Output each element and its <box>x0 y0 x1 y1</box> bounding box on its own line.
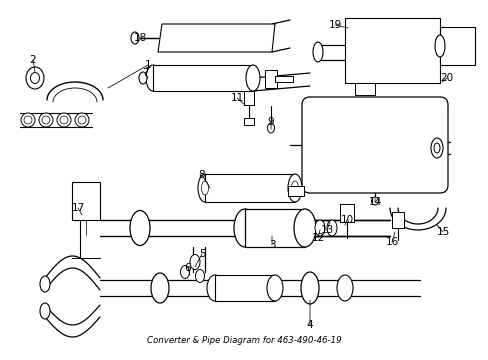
Ellipse shape <box>39 113 53 127</box>
Text: 1: 1 <box>144 60 151 70</box>
Text: Converter & Pipe Diagram for 463-490-46-19: Converter & Pipe Diagram for 463-490-46-… <box>147 336 341 345</box>
Bar <box>354 83 374 95</box>
Ellipse shape <box>139 72 147 84</box>
Ellipse shape <box>245 65 260 91</box>
Bar <box>72 182 100 220</box>
FancyBboxPatch shape <box>302 97 447 193</box>
Bar <box>287 186 304 196</box>
Text: 4: 4 <box>306 320 313 330</box>
Bar <box>204 174 294 202</box>
Ellipse shape <box>78 116 86 124</box>
Ellipse shape <box>326 220 336 236</box>
Ellipse shape <box>24 116 32 124</box>
Bar <box>244 209 305 247</box>
Ellipse shape <box>287 174 302 202</box>
Ellipse shape <box>314 220 325 236</box>
Bar <box>244 91 253 105</box>
Ellipse shape <box>430 138 442 158</box>
Polygon shape <box>158 24 274 52</box>
Ellipse shape <box>267 123 274 133</box>
Bar <box>264 70 276 88</box>
Ellipse shape <box>198 174 212 202</box>
Text: 15: 15 <box>435 227 448 237</box>
Ellipse shape <box>75 113 89 127</box>
Ellipse shape <box>26 67 44 89</box>
Text: 19: 19 <box>328 20 341 30</box>
Ellipse shape <box>266 275 283 301</box>
Text: 3: 3 <box>268 240 275 250</box>
Ellipse shape <box>434 35 444 57</box>
Text: 14: 14 <box>367 197 381 207</box>
Ellipse shape <box>57 113 71 127</box>
Text: 16: 16 <box>385 237 398 247</box>
Text: 6: 6 <box>184 263 191 273</box>
Ellipse shape <box>234 209 256 247</box>
Text: 20: 20 <box>440 73 453 83</box>
Ellipse shape <box>30 72 40 84</box>
Ellipse shape <box>293 209 315 247</box>
Ellipse shape <box>371 197 378 205</box>
Text: 18: 18 <box>133 33 146 43</box>
Ellipse shape <box>312 42 323 62</box>
Ellipse shape <box>180 265 189 279</box>
Ellipse shape <box>201 181 208 195</box>
Bar <box>274 76 292 82</box>
Ellipse shape <box>151 273 169 303</box>
Text: 2: 2 <box>30 55 36 65</box>
Text: 9: 9 <box>267 117 274 127</box>
Bar <box>391 212 403 228</box>
Text: 17: 17 <box>71 203 84 213</box>
Ellipse shape <box>131 32 139 44</box>
Text: 12: 12 <box>311 233 324 243</box>
Ellipse shape <box>40 276 50 292</box>
Ellipse shape <box>42 116 50 124</box>
Text: 10: 10 <box>340 215 353 225</box>
Ellipse shape <box>195 270 204 283</box>
Text: 11: 11 <box>230 93 243 103</box>
Ellipse shape <box>21 113 35 127</box>
Text: 13: 13 <box>320 225 333 235</box>
Bar <box>215 275 274 301</box>
Ellipse shape <box>130 211 150 246</box>
Ellipse shape <box>190 255 200 270</box>
Bar <box>339 204 353 222</box>
Text: 5: 5 <box>198 249 205 259</box>
Ellipse shape <box>40 303 50 319</box>
Ellipse shape <box>301 272 318 304</box>
Bar <box>439 27 474 65</box>
Bar <box>345 18 439 83</box>
Ellipse shape <box>60 116 68 124</box>
Ellipse shape <box>206 275 223 301</box>
Text: 8: 8 <box>198 170 205 180</box>
Ellipse shape <box>433 143 439 153</box>
Bar <box>244 118 253 125</box>
Text: 7: 7 <box>142 68 148 78</box>
Ellipse shape <box>146 65 160 91</box>
Ellipse shape <box>291 181 298 195</box>
Ellipse shape <box>336 275 352 301</box>
Bar <box>153 65 252 91</box>
